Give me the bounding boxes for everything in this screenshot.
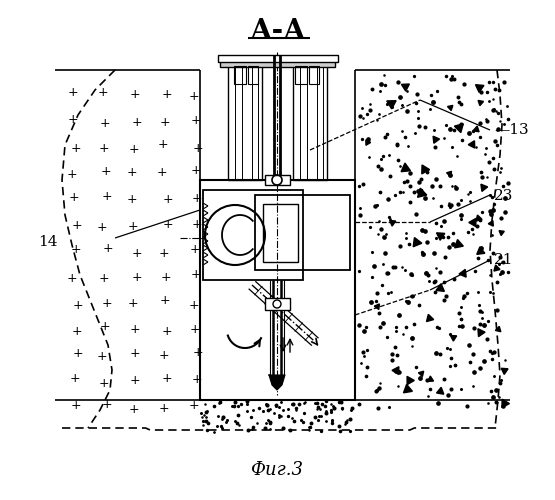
Text: +: +: [190, 242, 200, 256]
Text: +: +: [132, 247, 142, 260]
Bar: [220, 57, 335, 67]
Text: +: +: [162, 372, 173, 384]
Text: +: +: [71, 218, 82, 232]
Text: +: +: [160, 270, 171, 283]
Text: +: +: [130, 323, 140, 336]
Text: +: +: [67, 113, 78, 126]
Bar: [255, 195, 350, 270]
Text: +: +: [102, 298, 112, 310]
Text: +: +: [157, 166, 167, 179]
Text: +: +: [69, 372, 80, 385]
Text: +: +: [68, 190, 79, 203]
Text: 14: 14: [38, 235, 58, 249]
Text: +: +: [162, 326, 172, 338]
Text: +: +: [68, 86, 79, 100]
Text: 23: 23: [494, 189, 513, 203]
Text: +: +: [192, 346, 203, 359]
Bar: [263, 204, 298, 262]
Text: +: +: [99, 377, 109, 390]
Text: +: +: [73, 346, 83, 360]
Text: +: +: [129, 142, 139, 156]
Text: +: +: [98, 86, 109, 99]
Text: +: +: [102, 190, 113, 203]
Text: +: +: [99, 272, 109, 285]
Text: +: +: [97, 350, 108, 364]
Text: +: +: [158, 402, 169, 415]
Text: +: +: [71, 400, 82, 412]
Polygon shape: [269, 375, 285, 390]
Text: +: +: [67, 272, 78, 285]
Text: +: +: [72, 325, 83, 338]
Text: +: +: [102, 242, 113, 255]
Text: +: +: [191, 218, 202, 231]
Text: +: +: [67, 168, 78, 181]
Bar: [228, 60, 262, 180]
Text: +: +: [130, 374, 140, 386]
Text: +: +: [190, 164, 201, 176]
Text: +: +: [102, 398, 112, 410]
Bar: [293, 60, 327, 180]
Text: —13: —13: [494, 123, 528, 137]
Text: +: +: [163, 193, 173, 206]
Text: +: +: [129, 348, 140, 360]
Text: +: +: [127, 220, 138, 233]
Text: +: +: [127, 297, 138, 310]
Text: +: +: [159, 248, 169, 260]
Bar: [203, 190, 303, 280]
Bar: [248, 66, 258, 84]
Text: +: +: [189, 398, 199, 411]
Text: 21: 21: [494, 253, 513, 267]
Text: +: +: [132, 116, 143, 129]
Text: +: +: [99, 116, 110, 130]
Text: +: +: [189, 90, 199, 104]
Text: +: +: [158, 138, 168, 150]
Text: +: +: [127, 192, 137, 205]
Text: +: +: [163, 218, 173, 230]
Text: +: +: [193, 142, 203, 156]
Text: +: +: [101, 165, 112, 178]
Bar: [218, 55, 338, 62]
Bar: [200, 180, 355, 400]
Text: +: +: [98, 142, 109, 155]
Text: А-А: А-А: [250, 18, 306, 45]
Bar: [265, 175, 290, 185]
Text: +: +: [70, 242, 81, 256]
Text: +: +: [99, 320, 110, 334]
Text: +: +: [190, 323, 201, 336]
Text: +: +: [159, 116, 170, 128]
Text: +: +: [72, 299, 83, 312]
Text: +: +: [132, 272, 142, 284]
Text: +: +: [97, 221, 108, 234]
Text: +: +: [162, 88, 172, 102]
Text: +: +: [129, 403, 139, 416]
Text: +: +: [190, 114, 201, 127]
Text: +: +: [189, 300, 200, 312]
Text: +: +: [191, 373, 202, 386]
Bar: [309, 66, 319, 84]
Bar: [265, 298, 290, 310]
Bar: [234, 66, 246, 84]
Bar: [295, 66, 307, 84]
Text: +: +: [159, 350, 169, 362]
Text: Фиг.3: Фиг.3: [250, 461, 304, 479]
Text: +: +: [70, 142, 81, 155]
Text: +: +: [190, 268, 201, 281]
Text: +: +: [191, 192, 202, 205]
Text: +: +: [130, 88, 140, 101]
Text: +: +: [160, 294, 170, 306]
Text: +: +: [127, 166, 138, 179]
